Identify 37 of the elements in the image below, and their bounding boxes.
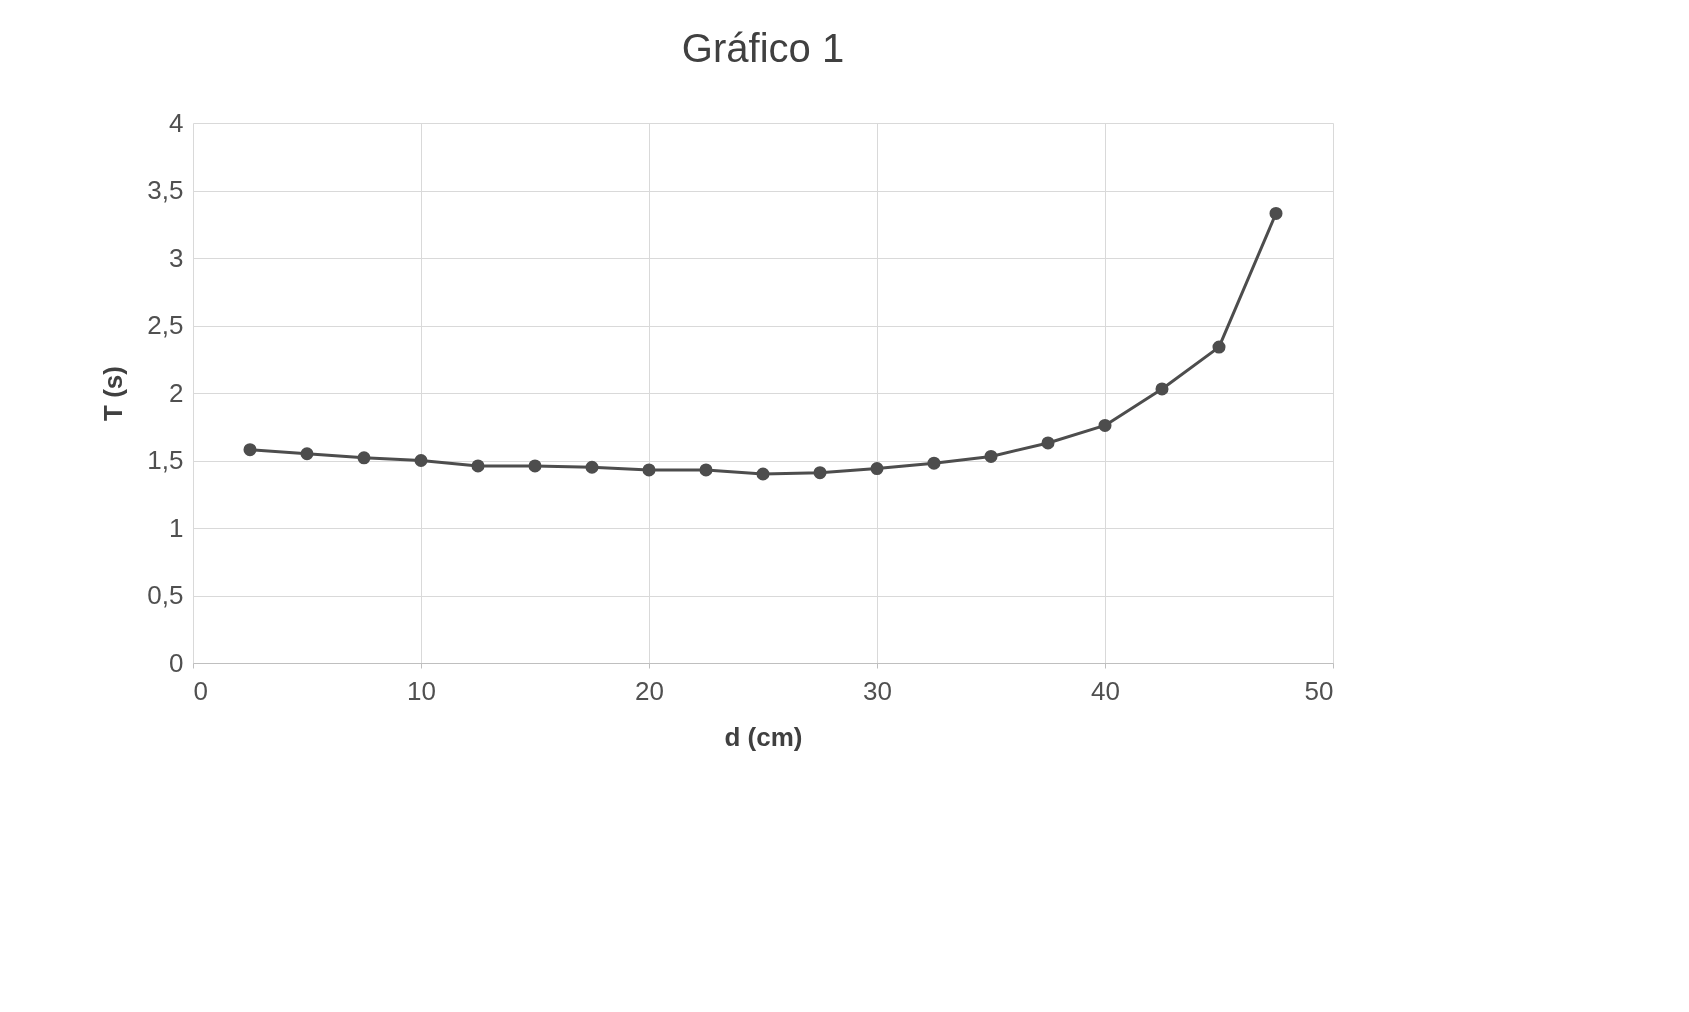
x-tick-label: 40 xyxy=(1091,675,1120,706)
y-tick-label: 0,5 xyxy=(147,580,184,610)
point xyxy=(1212,340,1226,354)
y-tick-label: 2 xyxy=(169,377,184,408)
point xyxy=(813,466,827,480)
y-tick-label: 0 xyxy=(169,647,184,678)
chart-title: Gráfico 1 xyxy=(681,26,845,70)
point xyxy=(300,447,314,461)
y-tick-label: 2,5 xyxy=(147,310,184,340)
y-axis-title: T (s) xyxy=(98,366,129,421)
point xyxy=(1269,206,1283,220)
point xyxy=(528,459,542,473)
point xyxy=(756,467,770,481)
y-tick-label: 3,5 xyxy=(147,175,184,205)
point xyxy=(1155,382,1169,396)
y-tick-label: 1,5 xyxy=(147,445,184,475)
point xyxy=(927,456,941,470)
x-tick-label: 50 xyxy=(1304,675,1334,706)
y-tick-label: 3 xyxy=(169,242,184,273)
x-axis-title: d (cm) xyxy=(724,721,803,752)
point xyxy=(870,462,884,476)
point xyxy=(642,463,656,477)
point xyxy=(414,453,428,468)
point xyxy=(1098,418,1112,432)
point xyxy=(984,449,998,463)
x-tick-label: 10 xyxy=(407,675,436,706)
point xyxy=(1041,436,1055,450)
x-tick-label: 30 xyxy=(863,675,892,706)
point xyxy=(357,451,371,465)
point xyxy=(699,463,713,477)
y-tick-label: 1 xyxy=(169,512,184,543)
y-tick-label: 4 xyxy=(169,107,184,138)
x-tick-label: 20 xyxy=(635,675,664,706)
x-tick-label: 0 xyxy=(193,675,208,706)
point xyxy=(471,459,485,473)
point xyxy=(243,443,257,457)
point xyxy=(585,460,599,474)
